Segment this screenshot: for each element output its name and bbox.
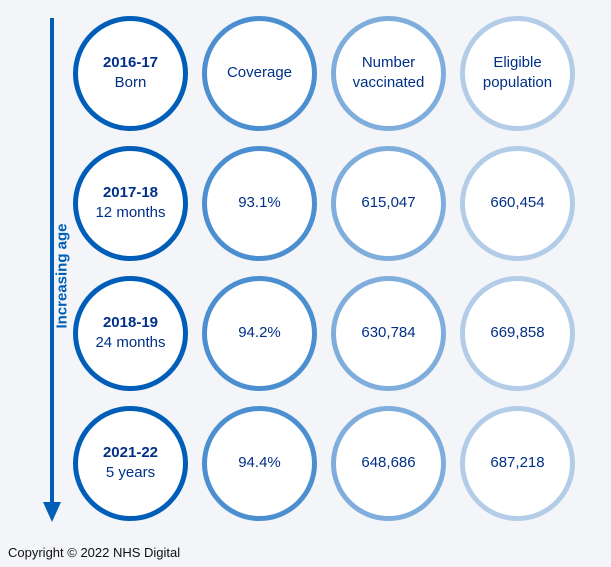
number-circle: Number vaccinated [331,15,446,131]
year-circle: 2018-19 24 months [73,275,188,391]
vaccination-grid: 2016-17 Born Coverage Number vaccinated … [67,9,581,527]
year-label: 2021-22 [102,444,159,461]
coverage-circle: 94.2% [202,275,317,391]
coverage-value: 93.1% [238,194,281,211]
coverage-circle: 93.1% [202,145,317,261]
eligible-value: 687,218 [490,454,545,471]
coverage-value: 94.2% [238,324,281,341]
number-value: 615,047 [361,194,416,211]
year-circle: 2021-22 5 years [73,405,188,521]
age-label: 5 years [105,464,156,481]
coverage-value: 94.4% [238,454,281,471]
eligible-circle: 660,454 [460,145,575,261]
copyright-notice: Copyright © 2022 NHS Digital [8,545,181,560]
number-value: 648,686 [361,454,416,471]
arrow-down-icon [43,502,61,522]
number-circle: 615,047 [331,145,446,261]
eligible-circle: Eligible population [460,15,575,131]
eligible-value: 660,454 [490,194,545,211]
eligible-header-line1: Eligible [493,54,542,71]
number-header-line1: Number [361,54,416,71]
eligible-circle: 669,858 [460,275,575,391]
axis-line [50,18,54,504]
number-circle: 648,686 [331,405,446,521]
year-circle: 2016-17 Born [73,15,188,131]
eligible-value: 669,858 [490,324,545,341]
age-label: 12 months [95,204,166,221]
year-label: 2017-18 [102,184,159,201]
eligible-circle: 687,218 [460,405,575,521]
year-circle: 2017-18 12 months [73,145,188,261]
number-header-line2: vaccinated [352,74,425,91]
coverage-header: Coverage [226,64,293,81]
age-label: Born [114,74,147,91]
number-value: 630,784 [361,324,416,341]
eligible-header-line2: population [482,74,553,91]
coverage-circle: Coverage [202,15,317,131]
year-label: 2016-17 [102,54,159,71]
year-label: 2018-19 [102,314,159,331]
age-label: 24 months [95,334,166,351]
age-axis: Increasing age [40,18,71,524]
number-circle: 630,784 [331,275,446,391]
coverage-circle: 94.4% [202,405,317,521]
